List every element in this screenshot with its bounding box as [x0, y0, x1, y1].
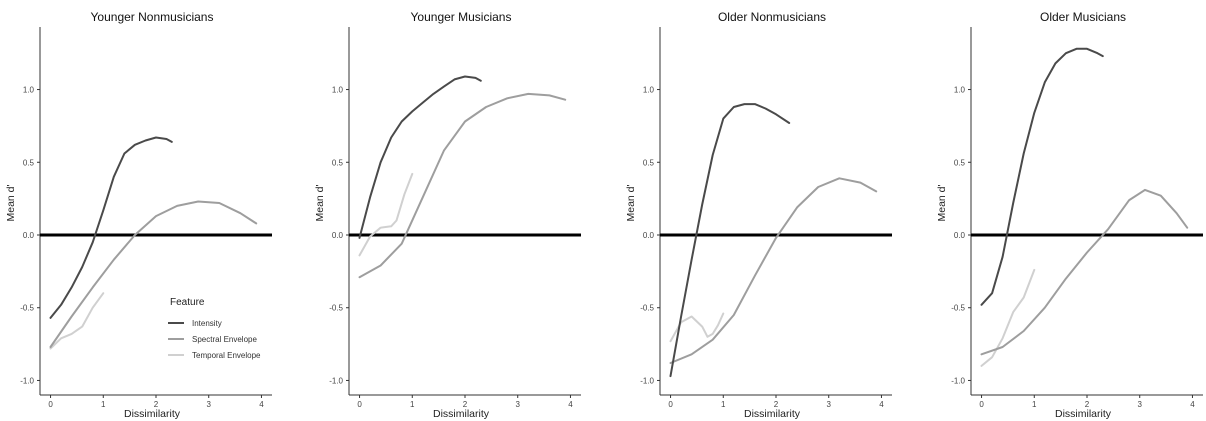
chart-title: Older Nonmusicians	[718, 10, 826, 24]
x-axis-label: Dissimilarity	[744, 408, 801, 420]
series-line-spectral-envelope	[669, 177, 878, 364]
chart-svg: Older Musicians -1.0 -0.5 0.0 0.5 1.0 0 1 2 3 4 Dis…	[936, 10, 1203, 420]
series-line-temporal-envelope	[49, 292, 105, 350]
series-line-spectral-envelope	[49, 200, 258, 348]
x-tick-label: 0	[979, 400, 984, 409]
y-axis-label: Mean d'	[936, 184, 948, 221]
x-tick-label: 4	[879, 400, 884, 409]
y-tick-label: -1.0	[951, 376, 965, 385]
y-tick-label: 0.5	[332, 158, 344, 167]
chart-panel-younger-musicians: Younger Musicians -1.0 -0.5 0.0 0.5 1.0 0 1 2 3 4 D…	[309, 0, 609, 421]
y-tick-label: 0.0	[954, 231, 966, 240]
x-tick-label: 3	[1138, 400, 1143, 409]
series-line-temporal-envelope	[669, 312, 725, 343]
x-tick-label: 1	[410, 400, 415, 409]
series-line-spectral-envelope	[358, 92, 567, 279]
x-tick-label: 1	[1032, 400, 1037, 409]
x-tick-label: 3	[516, 400, 521, 409]
y-tick-label: 0.5	[643, 158, 655, 167]
x-tick-label: 2	[154, 400, 159, 409]
chart-title: Younger Nonmusicians	[91, 10, 214, 24]
y-tick-label: 0.0	[23, 231, 35, 240]
y-axis-label: Mean d'	[314, 184, 326, 221]
series-line-spectral-envelope	[980, 188, 1189, 356]
x-tick-label: 2	[774, 400, 779, 409]
y-tick-label: 0.0	[332, 231, 344, 240]
legend-label: Spectral Envelope	[192, 335, 257, 344]
legend-title: Feature	[170, 297, 205, 308]
y-tick-label: -1.0	[640, 376, 654, 385]
y-tick-label: 0.0	[643, 231, 655, 240]
series-line-temporal-envelope	[980, 268, 1036, 367]
chart-title: Younger Musicians	[411, 10, 512, 24]
legend-label: Intensity	[192, 319, 222, 328]
chart-title: Older Musicians	[1040, 10, 1126, 24]
legend-label: Temporal Envelope	[192, 351, 261, 360]
x-tick-label: 1	[101, 400, 106, 409]
y-tick-label: 0.5	[23, 158, 35, 167]
x-tick-label: 4	[1190, 400, 1195, 409]
y-tick-label: 0.5	[954, 158, 966, 167]
chart-panel-older-musicians: Older Musicians -1.0 -0.5 0.0 0.5 1.0 0 1 2 3 4 Dis…	[931, 0, 1206, 421]
y-tick-label: 1.0	[332, 86, 344, 95]
x-axis-label: Dissimilarity	[433, 408, 490, 420]
y-tick-label: -0.5	[20, 304, 34, 313]
chart-svg: Older Nonmusicians -1.0 -0.5 0.0 0.5 1.0 0 1 2 3 4…	[625, 10, 892, 420]
x-tick-label: 2	[463, 400, 468, 409]
x-axis-label: Dissimilarity	[124, 408, 181, 420]
chart-svg: Younger Nonmusicians -1.0 -0.5 0.0 0.5 1.0 0 1 2…	[5, 10, 272, 420]
series-line-intensity	[669, 103, 791, 378]
x-tick-label: 0	[357, 400, 362, 409]
chart-panel-older-nonmusicians: Older Nonmusicians -1.0 -0.5 0.0 0.5 1.0 0 1 2 3 4…	[620, 0, 920, 421]
x-axis-label: Dissimilarity	[1055, 408, 1112, 420]
y-axis-label: Mean d'	[5, 184, 17, 221]
y-axis-label: Mean d'	[625, 184, 637, 221]
y-tick-label: -0.5	[329, 304, 343, 313]
x-tick-label: 3	[207, 400, 212, 409]
y-tick-label: -0.5	[640, 304, 654, 313]
y-tick-label: 1.0	[23, 86, 35, 95]
x-tick-label: 4	[259, 400, 264, 409]
y-tick-label: -0.5	[951, 304, 965, 313]
y-tick-label: -1.0	[329, 376, 343, 385]
x-tick-label: 4	[568, 400, 573, 409]
chart-panel-younger-nonmusicians: Younger Nonmusicians -1.0 -0.5 0.0 0.5 1.0 0 1 2…	[0, 0, 300, 421]
x-tick-label: 1	[721, 400, 726, 409]
y-tick-label: 1.0	[643, 86, 655, 95]
series-line-intensity	[980, 47, 1104, 306]
x-tick-label: 0	[48, 400, 53, 409]
series-line-intensity	[49, 136, 173, 319]
series-line-intensity	[358, 75, 482, 239]
x-tick-label: 2	[1085, 400, 1090, 409]
y-tick-label: 1.0	[954, 86, 966, 95]
chart-svg: Younger Musicians -1.0 -0.5 0.0 0.5 1.0 0 1 2 3 4 D…	[314, 10, 581, 420]
series-line-temporal-envelope	[358, 172, 414, 257]
y-tick-label: -1.0	[20, 376, 34, 385]
x-tick-label: 0	[668, 400, 673, 409]
x-tick-label: 3	[827, 400, 832, 409]
